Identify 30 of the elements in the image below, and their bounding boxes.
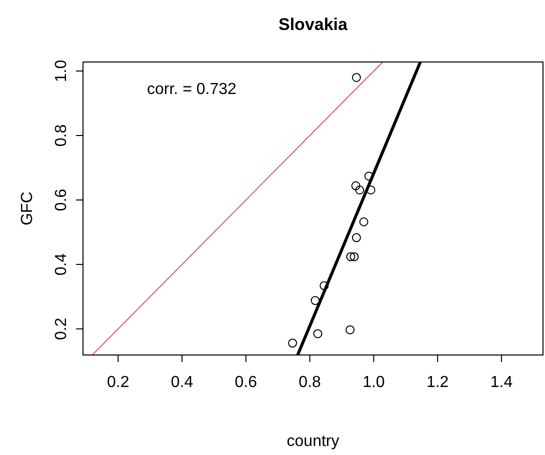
point <box>351 181 360 190</box>
y-tick-label: 0.8 <box>53 124 70 147</box>
point <box>346 325 355 334</box>
point <box>352 72 361 82</box>
x-tick-label: 1.2 <box>426 374 449 391</box>
point <box>355 185 364 194</box>
chart-title: Slovakia <box>278 15 348 34</box>
x-tick-label: 0.2 <box>107 374 130 391</box>
point <box>350 252 359 262</box>
y-axis-title: GFC <box>19 192 36 226</box>
y-tick-label: 0.2 <box>53 318 70 340</box>
x-tick-label: 0.6 <box>234 374 258 391</box>
point <box>366 185 376 194</box>
x-tick-label: 1.4 <box>490 374 513 391</box>
y-tick-label: 1.0 <box>53 60 70 82</box>
point <box>320 281 329 290</box>
point <box>346 252 356 262</box>
point <box>310 296 320 306</box>
x-tick-label: 1.0 <box>362 374 385 391</box>
point <box>364 172 374 181</box>
point <box>359 217 368 226</box>
point <box>313 329 322 338</box>
y-tick-label: 0.4 <box>53 253 70 276</box>
annotation: corr. = 0.732 <box>147 81 236 98</box>
x-axis-title: country <box>286 433 340 450</box>
x-tick-label: 0.4 <box>170 374 194 391</box>
point <box>288 338 298 348</box>
y-tick-label: 0.6 <box>53 188 70 212</box>
x-tick-label: 0.8 <box>298 374 322 391</box>
point <box>352 233 361 242</box>
